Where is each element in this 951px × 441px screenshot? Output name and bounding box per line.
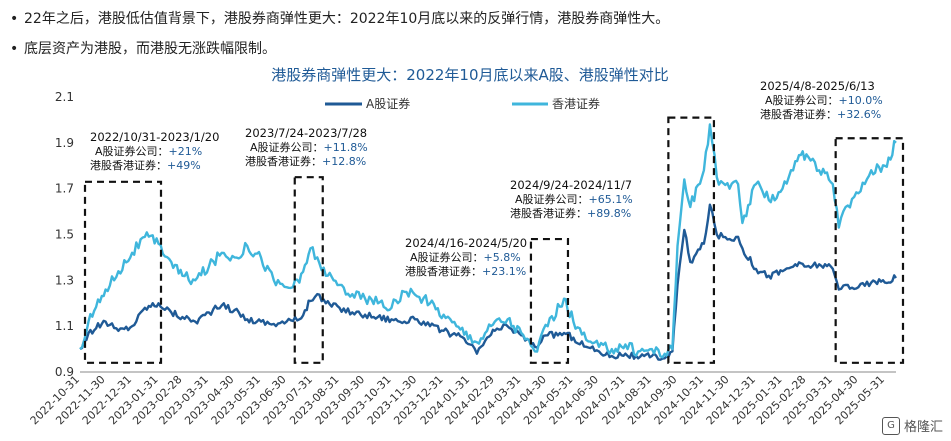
bullet-text-1: 22年之后，港股低估值背景下，港股券商弹性更大：2022年10月底以来的反弹行情… <box>24 11 670 27</box>
annotation-a-value: +65.1% <box>589 193 633 206</box>
annotation-a-value: +11.8% <box>324 141 368 154</box>
bullet-text-2: 底层资产为港股，而港股无涨跌幅限制。 <box>24 41 276 57</box>
y-tick-label: 0.9 <box>55 365 74 379</box>
legend: A股证券 香港证券 <box>325 96 600 111</box>
y-tick-label: 1.3 <box>55 273 74 287</box>
annotation-box <box>529 237 570 364</box>
y-tick-label: 2.1 <box>55 90 74 104</box>
annotation-text: 2024/4/16-2024/5/20A股证券公司：+5.8%港股香港证券：+2… <box>405 236 527 278</box>
annotation-a-share: A股证券公司：+21% <box>95 144 202 158</box>
annotation-hk-value: +49% <box>167 159 201 172</box>
annotation-box <box>83 180 163 364</box>
annotation-hk-label: 港股香港证券： <box>510 206 587 220</box>
series-group <box>79 123 897 361</box>
annotation-period: 2022/10/31-2023/1/20 <box>90 130 219 144</box>
annotation-text: 2022/10/31-2023/1/20A股证券公司：+21%港股香港证券：+4… <box>90 130 219 172</box>
annotation-a-value: +21% <box>169 145 203 158</box>
annotation-a-label: A股证券公司： <box>410 250 484 264</box>
annotation-text: 2025/4/8-2025/6/13A股证券公司：+10.0%港股香港证券：+3… <box>760 79 883 121</box>
chart-title: 港股券商弹性更大：2022年10月底以来A股、港股弹性对比 <box>271 66 669 84</box>
annotation-text: 2024/9/24-2024/11/7A股证券公司：+65.1%港股香港证券：+… <box>510 178 633 220</box>
annotation-hk-value: +89.8% <box>587 207 631 220</box>
legend-label-hk: 香港证券 <box>552 96 600 111</box>
bullet-dot-icon: • <box>10 11 19 27</box>
annotation-hk-label: 港股香港证券： <box>245 154 322 168</box>
annotation-hk-value: +32.6% <box>837 108 881 121</box>
annotation-a-value: +5.8% <box>484 251 521 264</box>
annotation-period: 2024/4/16-2024/5/20 <box>405 236 527 250</box>
annotation-hk-label: 港股香港证券： <box>760 107 837 121</box>
annotation-hk: 港股香港证券：+32.6% <box>760 107 881 121</box>
annotation-hk-value: +12.8% <box>322 155 366 168</box>
annotation-a-share: A股证券公司：+11.8% <box>250 140 368 154</box>
bullet-dot-icon: • <box>10 41 19 57</box>
y-axis: 0.9 1.1 1.3 1.5 1.7 1.9 2.1 <box>55 90 74 379</box>
annotation-hk-label: 港股香港证券： <box>405 264 482 278</box>
annotation-period: 2025/4/8-2025/6/13 <box>760 79 875 93</box>
annotation-hk: 港股香港证券：+49% <box>90 158 201 172</box>
bullet-point-2: • 底层资产为港股，而港股无涨跌幅限制。 <box>10 38 276 58</box>
y-tick-label: 1.1 <box>55 319 74 333</box>
legend-label-a-share: A股证券 <box>366 96 410 111</box>
annotation-box <box>293 176 324 364</box>
annotation-hk-value: +23.1% <box>482 265 526 278</box>
y-tick-label: 1.9 <box>55 136 74 150</box>
annotation-a-label: A股证券公司： <box>95 144 169 158</box>
annotation-a-label: A股证券公司： <box>765 93 839 107</box>
annotation-period: 2023/7/24-2023/7/28 <box>245 126 367 140</box>
annotation-hk: 港股香港证券：+23.1% <box>405 264 526 278</box>
annotation-box <box>834 137 905 364</box>
annotation-hk: 港股香港证券：+89.8% <box>510 206 631 220</box>
annotation-period: 2024/9/24-2024/11/7 <box>510 178 632 192</box>
annotation-a-label: A股证券公司： <box>250 140 324 154</box>
annotation-box <box>667 116 716 364</box>
annotation-text: 2023/7/24-2023/7/28A股证券公司：+11.8%港股香港证券：+… <box>245 126 368 168</box>
bullet-point-1: • 22年之后，港股低估值背景下，港股券商弹性更大：2022年10月底以来的反弹行… <box>10 8 669 28</box>
watermark-logo-icon: G <box>881 416 900 435</box>
annotation-a-label: A股证券公司： <box>515 192 589 206</box>
series-line-a-share <box>79 203 897 361</box>
annotation-a-value: +10.0% <box>839 94 883 107</box>
annotation-hk-label: 港股香港证券： <box>90 158 167 172</box>
y-tick-label: 1.5 <box>55 228 74 242</box>
watermark: G 格隆汇 <box>881 416 943 435</box>
watermark-text: 格隆汇 <box>903 420 943 435</box>
annotations: 2022/10/31-2023/1/20A股证券公司：+21%港股香港证券：+4… <box>83 79 905 364</box>
annotation-hk: 港股香港证券：+12.8% <box>245 154 366 168</box>
annotation-a-share: A股证券公司：+5.8% <box>410 250 521 264</box>
y-tick-label: 1.7 <box>55 182 74 196</box>
x-axis: 2022-10-312022-11-302022-12-312023-01-31… <box>28 373 887 427</box>
series-line-hk <box>79 123 897 359</box>
annotation-a-share: A股证券公司：+65.1% <box>515 192 633 206</box>
annotation-a-share: A股证券公司：+10.0% <box>765 93 883 107</box>
